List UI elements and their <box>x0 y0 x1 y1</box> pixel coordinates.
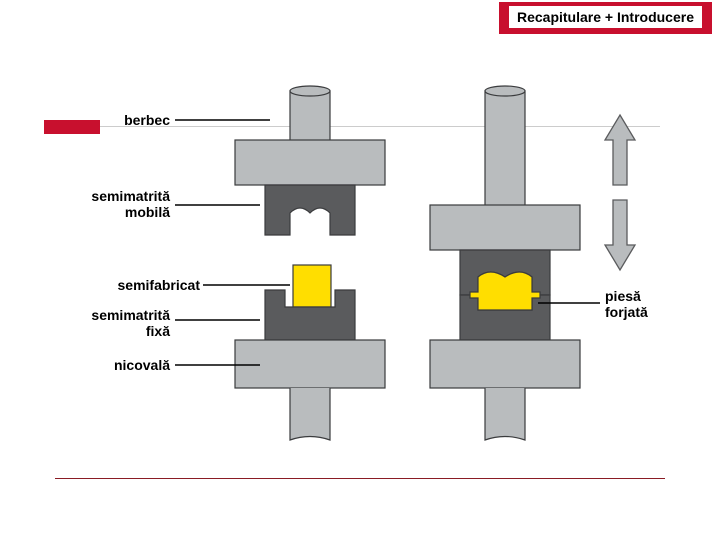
decorative-red-bar <box>44 120 100 134</box>
label-semifabricat: semifabricat <box>95 277 200 293</box>
header-badge-text: Recapitulare + Introducere <box>509 6 702 28</box>
bottom-rule <box>55 478 665 479</box>
label-piesa-forjata: piesă forjată <box>605 288 685 320</box>
header-badge: Recapitulare + Introducere <box>499 2 712 34</box>
blank-piece <box>293 265 331 307</box>
forging-diagram: berbec semimatrită mobilă semifabricat s… <box>100 85 675 470</box>
label-semimatrita-mobila: semimatrită mobilă <box>85 188 170 220</box>
label-berbec: berbec <box>95 112 170 128</box>
label-nicovala: nicovală <box>95 357 170 373</box>
forged-piece <box>470 272 540 310</box>
label-semimatrita-fixa: semimatrită fixă <box>85 307 170 339</box>
